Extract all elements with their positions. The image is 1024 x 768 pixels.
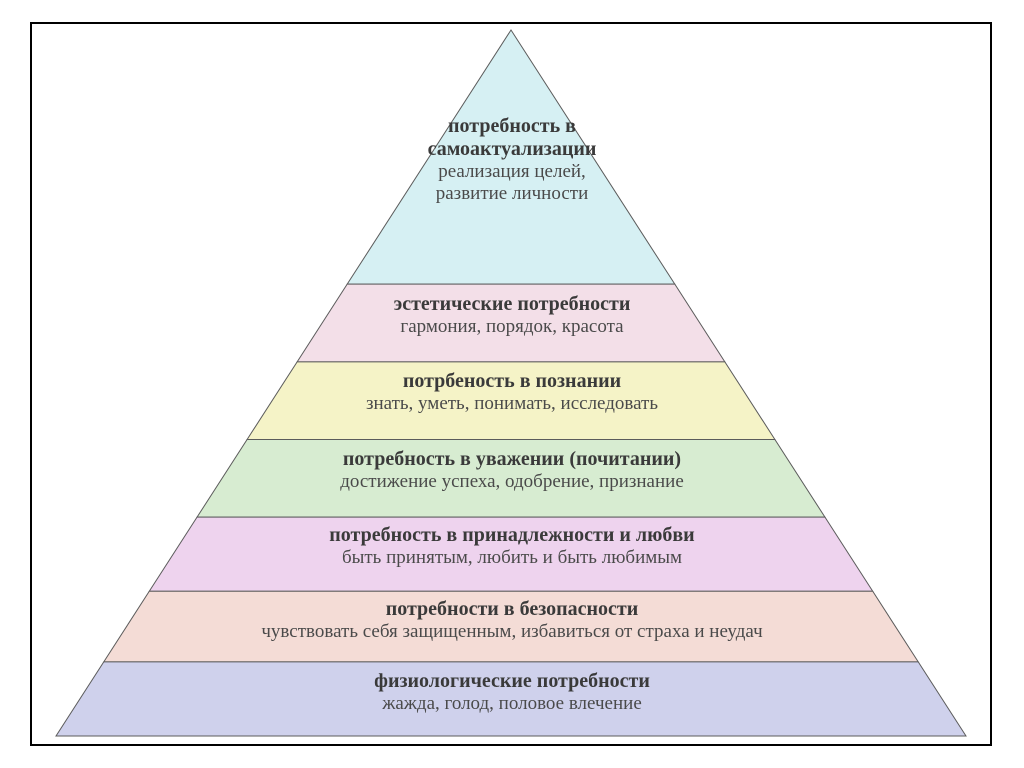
pyramid-level-1 [347,30,675,284]
pyramid-level-2 [297,284,725,362]
pyramid-level-5 [149,517,872,591]
pyramid-level-7 [56,662,966,736]
pyramid-svg [0,0,1024,768]
pyramid-level-3 [247,362,775,440]
pyramid-level-6 [104,591,918,662]
pyramid-level-4 [197,439,825,517]
